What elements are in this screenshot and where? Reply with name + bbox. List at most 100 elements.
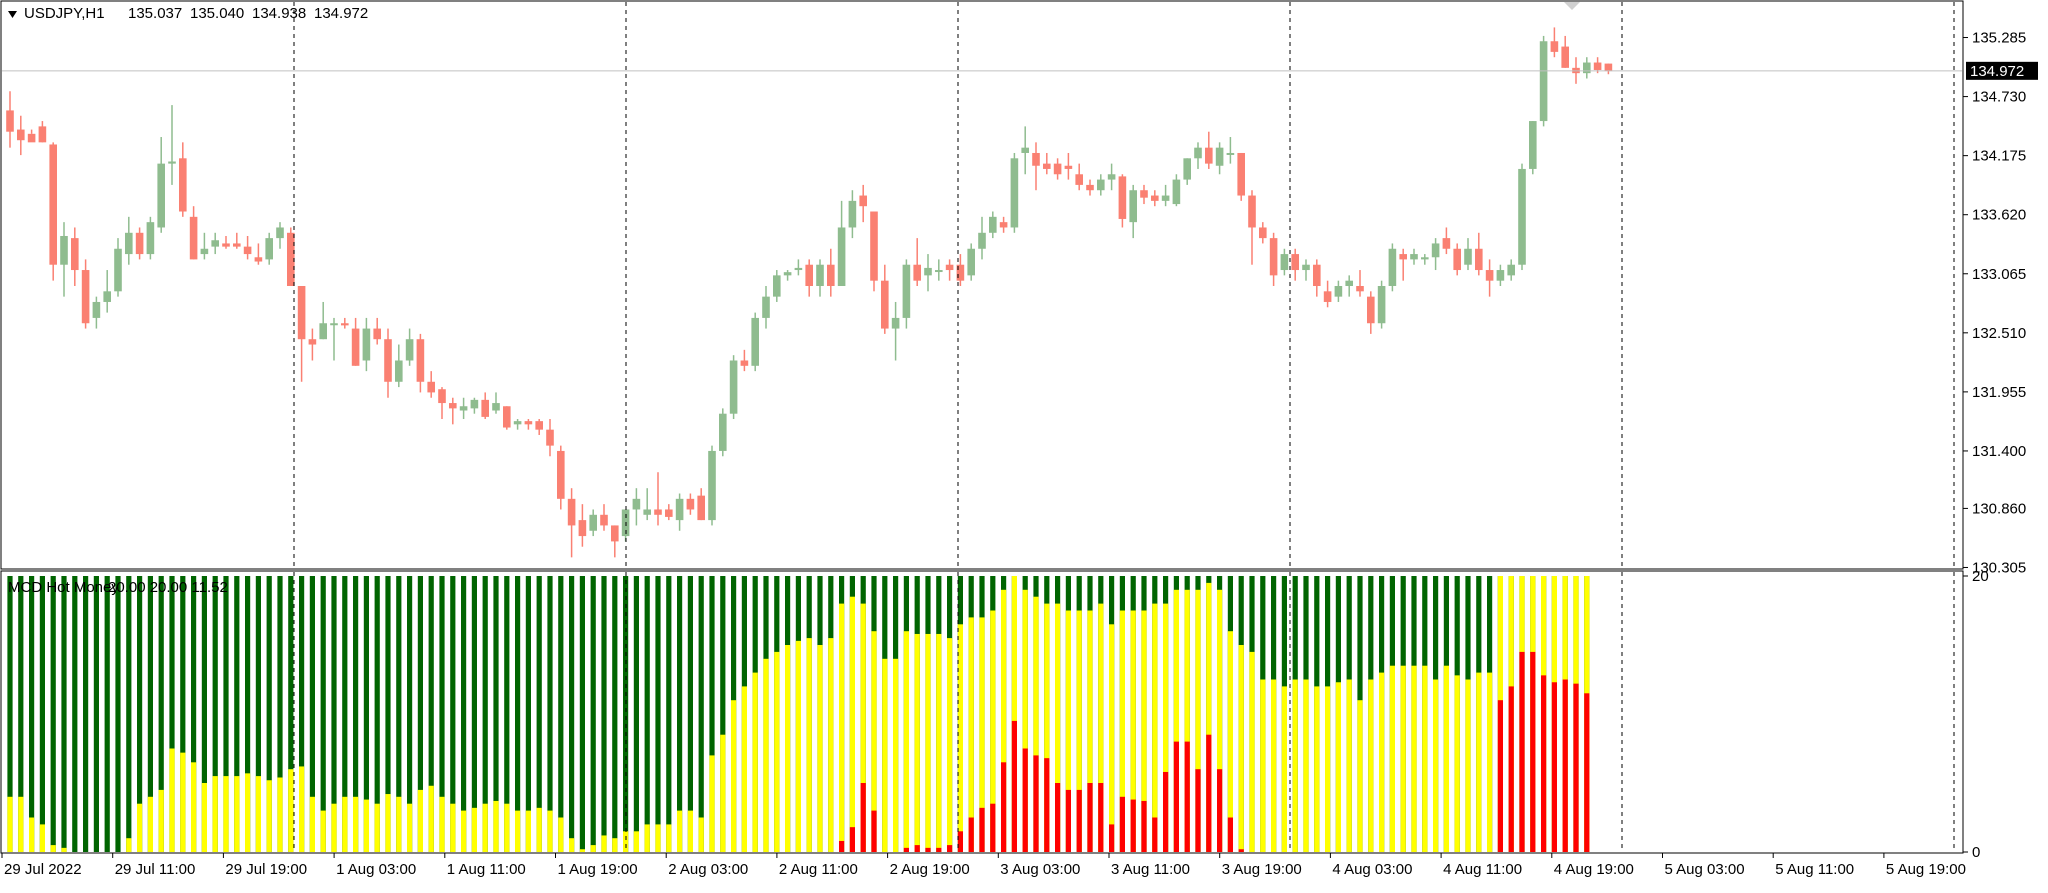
candle [1172,174,1181,207]
osc-bar-yellow [50,845,56,852]
candle [481,392,489,420]
osc-bar-green [374,576,380,852]
price-chart-pane[interactable] [6,27,1613,558]
osc-bar [1001,576,1007,852]
osc-bar [1379,576,1385,852]
candle [1032,142,1040,191]
candle-body [740,360,749,366]
osc-bar [1443,576,1449,852]
price-label: 131.955 [1972,384,2026,401]
candle-body [859,195,867,207]
osc-bar-yellow [1271,679,1277,852]
candle-body [773,275,781,297]
osc-bar-red [947,845,953,852]
osc-bar [180,576,186,852]
osc-bar [741,576,747,852]
osc-bar-green [579,576,585,852]
osc-bar-yellow [320,810,326,852]
osc-bar [374,576,380,852]
time-label: 4 Aug 11:00 [1443,861,1522,878]
osc-bar [687,576,693,852]
osc-bar-green [191,576,197,852]
candle [395,344,403,388]
osc-bar [158,576,164,852]
osc-bar-yellow [1422,665,1428,852]
candle [265,232,273,265]
candle [492,392,500,414]
osc-bar [1465,576,1471,852]
osc-bar-yellow [331,803,337,852]
osc-bar [417,576,423,852]
candle [837,200,846,286]
osc-bar-yellow [1206,582,1212,852]
candle-body [513,421,522,425]
osc-bar [795,576,801,852]
osc-bar [633,576,639,852]
candle-body [362,328,371,361]
candle [179,142,187,217]
candle [513,419,522,430]
osc-bar-yellow [29,817,35,852]
osc-bar [1487,576,1493,852]
candle-body [837,227,846,286]
osc-bar [428,576,434,852]
osc-bar-green [29,576,35,852]
candle-body [557,450,565,499]
time-label: 29 Jul 11:00 [115,861,196,878]
candle-body [1075,174,1083,185]
osc-bar-yellow [893,658,899,852]
osc-bar-yellow [687,810,693,852]
osc-bar-red [1130,799,1136,852]
candle [135,227,144,260]
osc-bar-green [709,576,715,852]
candle [49,142,57,281]
osc-bar-yellow [1119,610,1125,852]
candle-body [1280,254,1289,271]
candle-body [1205,147,1213,164]
candle [654,472,662,526]
osc-bar-red [1141,800,1147,852]
osc-bar [482,576,488,852]
time-label: 3 Aug 11:00 [1111,861,1190,878]
osc-bar-yellow [471,807,477,852]
candle-body [1518,168,1526,265]
candle-body [535,421,543,430]
osc-bar-yellow [234,776,240,852]
osc-bar-green [169,576,175,852]
candle-body [1183,158,1191,180]
indicator-pane[interactable] [7,576,1590,852]
osc-bar-yellow [947,638,953,852]
osc-bar [39,576,45,852]
osc-bar [525,576,531,852]
osc-bar [903,576,909,852]
triangle-down-icon[interactable] [8,11,17,18]
time-label: 4 Aug 03:00 [1332,861,1412,878]
osc-bar-yellow [137,803,143,852]
candle [719,408,727,457]
osc-bar [893,576,899,852]
osc-bar-red [979,807,985,852]
osc-bar [1303,576,1309,852]
osc-bar [1454,576,1460,852]
osc-bar-red [1562,679,1568,852]
osc-bar-red [1098,783,1104,852]
osc-bar-yellow [979,617,985,852]
osc-bar-yellow [504,803,510,852]
osc-bar [1238,576,1244,852]
candle-body [373,328,381,340]
osc-bar [50,576,56,852]
osc-bar [1411,576,1417,852]
osc-bar [1541,576,1547,852]
candle [81,259,90,329]
chart-shift-marker-icon[interactable] [1564,2,1580,10]
candle-body [1215,147,1224,166]
candle [557,445,565,510]
osc-bar-yellow [666,824,672,852]
osc-bar-yellow [428,785,434,852]
osc-bar [1087,576,1093,852]
candle [297,286,306,382]
osc-bar-green [353,576,359,852]
candle-body [1010,158,1019,228]
osc-bar [504,576,510,852]
